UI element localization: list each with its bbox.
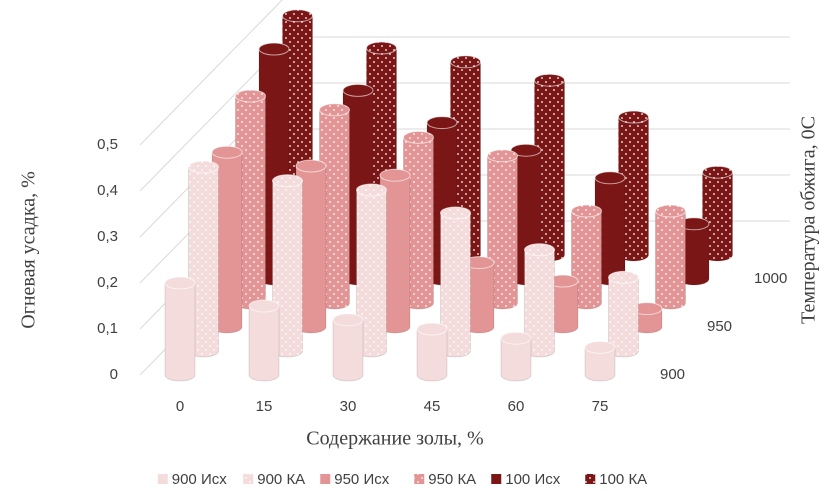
cylinder-top	[272, 174, 303, 188]
cylinder	[248, 305, 280, 382]
legend-label: 950 Исх	[334, 471, 389, 488]
cylinder-top	[510, 143, 542, 157]
cylinder-top	[618, 110, 649, 124]
cylinder-top	[450, 55, 481, 69]
cylinder	[332, 319, 364, 382]
x-tick-label: 0	[176, 398, 184, 415]
cylinder-top	[584, 340, 616, 354]
legend-label: 100 Исх	[505, 471, 560, 488]
cylinder-top	[416, 322, 448, 336]
cylinder-top	[235, 89, 266, 103]
cylinder-top	[356, 183, 387, 197]
y-tick-label: 0,1	[97, 320, 118, 337]
cylinder-top	[571, 204, 602, 218]
cylinder-top	[524, 243, 555, 257]
depth-label: 950	[707, 318, 732, 335]
cylinder-top	[608, 270, 639, 284]
legend-swatch	[157, 474, 168, 484]
x-tick-label: 15	[256, 398, 273, 415]
legend-swatch	[585, 474, 596, 484]
x-tick-label: 60	[508, 398, 525, 415]
cylinder-top	[534, 73, 565, 87]
legend-swatch	[414, 474, 425, 484]
x-axis-title: Содержание золы, %	[306, 428, 483, 450]
cylinder-top	[440, 206, 471, 220]
cylinder-top	[248, 299, 280, 313]
cylinder-top	[594, 171, 626, 185]
x-tick-label: 75	[592, 398, 609, 415]
legend-label: 100 КА	[599, 471, 647, 488]
grid-line	[139, 0, 283, 146]
legend-label: 900 Исх	[172, 471, 227, 488]
y-tick-label: 0,5	[97, 136, 118, 153]
cylinder	[584, 347, 616, 382]
depth-label: 900	[660, 366, 685, 383]
legend-swatch	[320, 474, 331, 484]
cylinder	[416, 328, 448, 382]
legend-label: 900 КА	[257, 471, 305, 488]
depth-label: 1000	[754, 270, 787, 287]
cylinder-top	[211, 145, 243, 159]
cylinder-top	[500, 331, 532, 345]
cylinder-top	[403, 130, 434, 144]
legend-swatch	[491, 474, 502, 484]
cylinder-top	[487, 149, 518, 163]
cylinder-top	[702, 165, 733, 179]
x-tick-label: 45	[424, 398, 441, 415]
y-tick-label: 0,3	[97, 228, 118, 245]
z-axis-title: Температура обжига, 0С	[798, 116, 820, 324]
cylinder	[500, 337, 532, 382]
cylinder	[164, 282, 196, 382]
cylinder-top	[188, 160, 219, 174]
cylinder-top	[655, 204, 686, 218]
cylinder-top	[164, 276, 196, 290]
cylinder-top	[426, 116, 458, 130]
cylinder-top	[319, 103, 350, 117]
legend-swatch	[243, 474, 254, 484]
cylinder	[655, 210, 686, 310]
y-tick-label: 0	[110, 366, 118, 383]
cylinder-top	[366, 41, 397, 55]
legend-label: 950 КА	[428, 471, 476, 488]
cylinder-top	[282, 9, 313, 23]
y-tick-label: 0,4	[97, 182, 118, 199]
cylinder-top	[258, 42, 290, 56]
x-tick-label: 30	[340, 398, 357, 415]
cylinder-top	[295, 159, 327, 173]
y-tick-label: 0,2	[97, 274, 118, 291]
cylinder-top	[332, 313, 364, 327]
y-axis-title: Огневая усадка, %	[18, 171, 40, 329]
cylinder-top	[379, 168, 411, 182]
cylinder-top	[342, 83, 374, 97]
